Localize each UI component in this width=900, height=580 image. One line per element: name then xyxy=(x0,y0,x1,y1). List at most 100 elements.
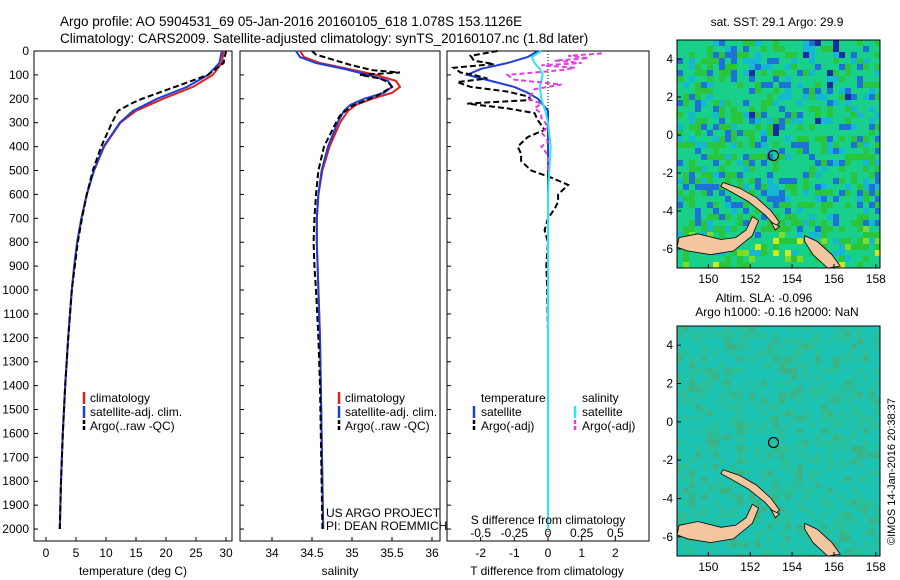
map-cell xyxy=(707,386,713,392)
map-cell xyxy=(809,332,815,338)
map-cell xyxy=(827,428,833,434)
map-cell xyxy=(791,410,797,416)
map-cell xyxy=(845,338,851,344)
map-cell xyxy=(875,154,880,160)
map-cell xyxy=(863,410,869,416)
map-cell xyxy=(689,452,695,458)
map-cell xyxy=(719,232,725,238)
map-cell xyxy=(839,214,845,220)
map-cell xyxy=(725,392,731,398)
map-cell xyxy=(851,148,857,154)
map-cell xyxy=(851,398,857,404)
map-cell xyxy=(785,130,791,136)
map-cell xyxy=(761,118,767,124)
map-cell xyxy=(803,142,809,148)
map-cell xyxy=(749,344,755,350)
map-cell xyxy=(839,404,845,410)
map-cell xyxy=(755,64,761,70)
map-cell xyxy=(695,262,701,268)
map-cell xyxy=(845,386,851,392)
map-cell xyxy=(749,46,755,52)
map-cell xyxy=(809,410,815,416)
map-cell xyxy=(803,332,809,338)
map-cell xyxy=(809,148,815,154)
map-cell xyxy=(785,386,791,392)
map-cell xyxy=(755,154,761,160)
map-cell xyxy=(809,70,815,76)
map-cell xyxy=(833,518,839,524)
map-cell xyxy=(869,380,875,386)
map-cell xyxy=(827,446,833,452)
map-cell xyxy=(761,458,767,464)
map-cell xyxy=(713,434,719,440)
map-cell xyxy=(803,40,809,46)
map-cell xyxy=(785,392,791,398)
map-cell xyxy=(797,262,803,268)
map-cell xyxy=(683,190,689,196)
legend-label-t-argo: Argo(-adj) xyxy=(481,419,534,433)
map-cell xyxy=(833,446,839,452)
map-cell xyxy=(743,202,749,208)
map-cell xyxy=(791,446,797,452)
map-cell xyxy=(863,554,869,556)
map-cell xyxy=(839,368,845,374)
map-cell xyxy=(701,226,707,232)
map-cell xyxy=(677,52,683,58)
map-cell xyxy=(869,362,875,368)
map-cell xyxy=(731,386,737,392)
map-cell xyxy=(839,112,845,118)
map-cell xyxy=(689,76,695,82)
map-cell xyxy=(731,344,737,350)
map-cell xyxy=(749,500,755,506)
map-cell xyxy=(863,524,869,530)
map-cell xyxy=(839,476,845,482)
map-cell xyxy=(845,64,851,70)
map-cell xyxy=(725,58,731,64)
map-cell xyxy=(713,410,719,416)
map-cell xyxy=(695,518,701,524)
map-cell xyxy=(791,58,797,64)
map-cell xyxy=(791,106,797,112)
map-cell xyxy=(869,482,875,488)
map-cell xyxy=(797,434,803,440)
map-cell xyxy=(779,350,785,356)
map-cell xyxy=(809,416,815,422)
map-cell xyxy=(803,262,809,268)
map-cell xyxy=(725,130,731,136)
map-cell xyxy=(731,554,737,556)
map-cell xyxy=(695,172,701,178)
map-cell xyxy=(815,154,821,160)
map-cell xyxy=(851,184,857,190)
map-cell xyxy=(725,190,731,196)
map-cell xyxy=(683,76,689,82)
map-cell xyxy=(683,548,689,554)
map-cell xyxy=(695,434,701,440)
map-cell xyxy=(827,106,833,112)
map-cell xyxy=(719,368,725,374)
salinity-legend: climatology satellite-adj. clim. Argo(..… xyxy=(337,391,437,433)
map-cell xyxy=(725,118,731,124)
map-cell xyxy=(677,350,683,356)
map-cell xyxy=(839,64,845,70)
map-cell xyxy=(845,536,851,542)
map-cell xyxy=(779,232,785,238)
map-cell xyxy=(683,518,689,524)
map-cell xyxy=(707,52,713,58)
map-cell xyxy=(821,184,827,190)
map-cell xyxy=(695,386,701,392)
map-cell xyxy=(857,76,863,82)
map-cell xyxy=(827,368,833,374)
map-cell xyxy=(695,476,701,482)
map-cell xyxy=(857,142,863,148)
map-cell xyxy=(707,452,713,458)
map-cell xyxy=(869,130,875,136)
map-cell xyxy=(707,464,713,470)
map-cell xyxy=(707,428,713,434)
map-cell xyxy=(839,184,845,190)
map-cell xyxy=(761,154,767,160)
map-cell xyxy=(713,94,719,100)
map-cell xyxy=(695,440,701,446)
map-cell xyxy=(857,548,863,554)
map-cell xyxy=(785,142,791,148)
map-cell xyxy=(677,458,683,464)
